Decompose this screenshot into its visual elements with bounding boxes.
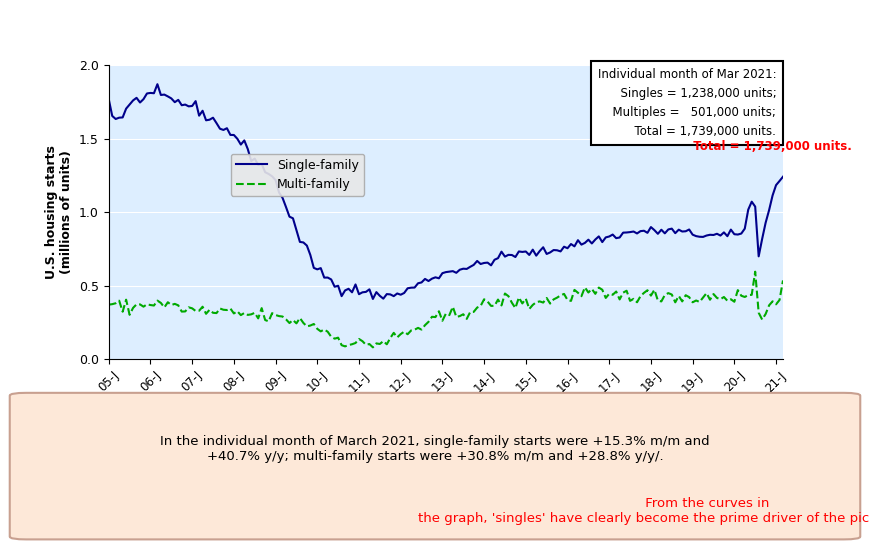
Text: From the curves in
the graph, 'singles' have clearly become the prime driver of : From the curves in the graph, 'singles' … (418, 497, 869, 525)
FancyBboxPatch shape (10, 393, 859, 539)
Text: Total = 1,739,000 units.: Total = 1,739,000 units. (685, 140, 851, 153)
Text: Individual month of Mar 2021:
  Singles = 1,238,000 units;
  Multiples =   501,0: Individual month of Mar 2021: Singles = … (597, 68, 775, 138)
Text: In the individual month of March 2021, single-family starts were +15.3% m/m and
: In the individual month of March 2021, s… (160, 435, 709, 463)
Y-axis label: U.S. housing starts
(millions of units): U.S. housing starts (millions of units) (45, 145, 73, 279)
Legend: Single-family, Multi-family: Single-family, Multi-family (230, 153, 364, 196)
X-axis label: Year and month: Year and month (383, 400, 507, 414)
